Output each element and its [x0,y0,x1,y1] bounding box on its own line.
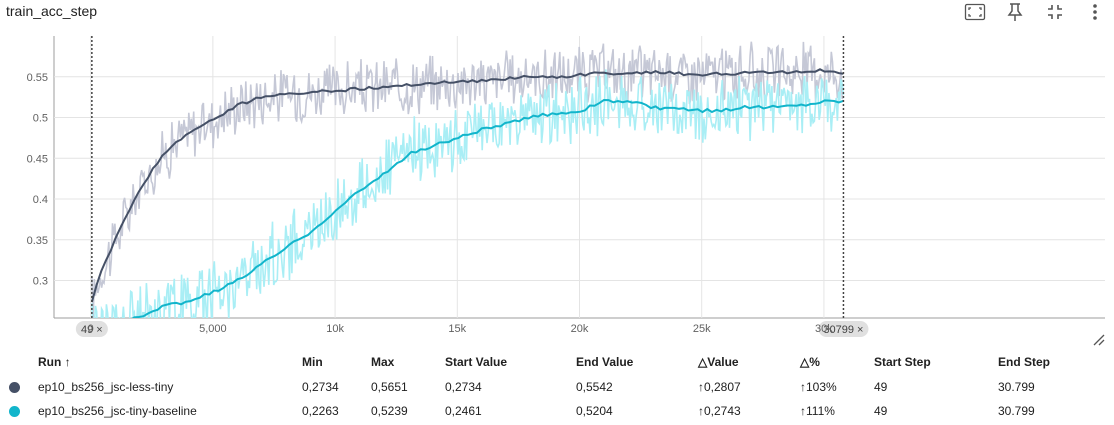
resize-handle-icon[interactable] [1093,334,1105,346]
header-max[interactable]: Max [371,355,395,369]
max-value: 0,5651 [371,380,408,394]
table-row[interactable]: ep10_bs256_jsc-tiny-baseline 0,2263 0,52… [0,399,1114,423]
x-tick-label: 5,000 [199,323,227,335]
header-end-value[interactable]: End Value [576,355,634,369]
table-header-row: Run ↑ Min Max Start Value End Value △Val… [0,350,1114,374]
max-value: 0,5239 [371,404,408,418]
start-value: 0,2461 [445,404,482,418]
delta-value: ↑0,2743 [698,404,741,418]
end-value: 0,5204 [576,404,613,418]
start-step: 49 [874,380,888,394]
step-markers-layer: 49 × 30799 × [75,36,869,337]
collapse-button[interactable] [1042,1,1068,23]
min-value: 0,2263 [302,404,339,418]
more-options-button[interactable] [1082,1,1108,23]
x-tick-label: 30k [815,323,833,335]
pin-button[interactable] [1002,1,1028,23]
axis-labels-layer: 0.3 0.35 0.4 0.45 0.5 0.55 0 5,000 10k 15k 20k 25k 3… [27,72,834,335]
end-value: 0,5542 [576,380,613,394]
delta-value: ↑0,2807 [698,380,741,394]
line-chart[interactable]: 49 × 30799 × 0.3 0.35 0.4 0.45 0.5 0.55 0 5,000 1… [0,24,1114,346]
header-start-step[interactable]: Start Step [874,355,931,369]
step-marker-chip[interactable] [75,321,108,337]
delta-pct: ↑111% [800,404,835,418]
header-start-value[interactable]: Start Value [445,355,508,369]
table-row[interactable]: ep10_bs256_jsc-less-tiny 0,2734 0,5651 0… [0,375,1114,399]
chart-toolbar [962,0,1108,24]
run-color-dot [9,406,20,417]
end-step: 30.799 [998,404,1035,418]
min-value: 0,2734 [302,380,339,394]
step-marker-label: 30799 × [823,324,863,336]
series-raw-line-2 [91,69,845,318]
x-tick-label: 25k [693,323,711,335]
start-value: 0,2734 [445,380,482,394]
delta-pct: ↑103% [800,380,837,394]
end-step: 30.799 [998,380,1035,394]
smoothed-lines-layer [90,68,844,327]
x-tick-label: 20k [571,323,589,335]
header-run[interactable]: Run ↑ [38,355,71,369]
header-min[interactable]: Min [302,355,323,369]
y-tick-label: 0.35 [27,235,48,247]
raw-lines-layer [91,41,845,318]
x-tick-label: 15k [448,323,466,335]
run-color-dot [9,382,20,393]
y-tick-label: 0.55 [27,72,48,84]
header-delta-value[interactable]: △Value [698,355,739,369]
fit-screen-icon [964,3,986,21]
chart-title: train_acc_step [6,3,98,19]
header-delta-pct[interactable]: △% [800,355,820,369]
y-tick-label: 0.3 [33,276,48,288]
y-tick-label: 0.45 [27,153,48,165]
series-raw-line-1 [91,41,845,318]
pin-icon [1007,3,1023,21]
y-tick-label: 0.5 [33,113,48,125]
collapse-icon [1048,5,1062,19]
x-tick-label: 10k [326,323,344,335]
fit-screen-button[interactable] [962,1,988,23]
step-marker-label: 49 × [81,324,103,336]
more-vert-icon [1093,4,1097,20]
start-step: 49 [874,404,888,418]
header-end-step[interactable]: End Step [998,355,1051,369]
series-line-1[interactable] [90,68,844,303]
step-marker-chip[interactable] [818,321,869,337]
run-name: ep10_bs256_jsc-less-tiny [38,380,174,394]
x-tick-label: 0 [88,323,94,335]
y-tick-label: 0.4 [33,194,48,206]
series-line-2[interactable] [92,98,844,327]
run-name: ep10_bs256_jsc-tiny-baseline [38,404,197,418]
